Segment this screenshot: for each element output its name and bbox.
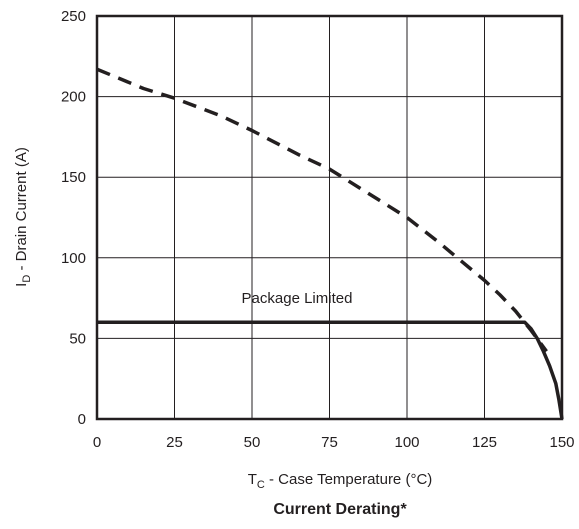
x-axis-label-prefix: T bbox=[248, 471, 257, 488]
y-tick-label: 200 bbox=[61, 89, 86, 106]
x-tick-label: 125 bbox=[472, 434, 497, 451]
x-tick-label: 75 bbox=[321, 434, 338, 451]
y-axis-label-prefix: I bbox=[13, 283, 30, 287]
grid-lines bbox=[97, 16, 562, 419]
x-tick-label: 150 bbox=[549, 434, 574, 451]
y-tick-label: 0 bbox=[78, 411, 86, 428]
chart-title: Current Derating* bbox=[273, 501, 407, 518]
x-axis-label-subscript: C bbox=[257, 479, 265, 491]
x-axis-label: TC - Case Temperature (°C) bbox=[248, 471, 433, 491]
data-series bbox=[96, 67, 564, 420]
x-tick-label: 0 bbox=[93, 434, 101, 451]
x-tick-label: 100 bbox=[394, 434, 419, 451]
x-tick-label: 50 bbox=[244, 434, 261, 451]
y-tick-labels: 0 50 100 150 200 250 bbox=[61, 8, 86, 428]
y-tick-label: 250 bbox=[61, 8, 86, 25]
package-limited-annotation: Package Limited bbox=[242, 290, 353, 307]
dashed-derating-line bbox=[96, 67, 548, 353]
package-limited-line bbox=[97, 320, 564, 420]
x-tick-label: 25 bbox=[166, 434, 183, 451]
y-axis-label-suffix: - Drain Current (A) bbox=[13, 147, 30, 275]
y-tick-label: 150 bbox=[61, 169, 86, 186]
x-tick-labels: 0 25 50 75 100 125 150 bbox=[93, 434, 575, 451]
y-tick-label: 100 bbox=[61, 250, 86, 267]
y-tick-label: 50 bbox=[69, 330, 86, 347]
y-axis-label: ID - Drain Current (A) bbox=[13, 147, 33, 287]
x-axis-label-suffix: - Case Temperature (°C) bbox=[265, 471, 432, 488]
plot-frame bbox=[95, 14, 564, 421]
y-axis-label-subscript: D bbox=[21, 275, 33, 283]
